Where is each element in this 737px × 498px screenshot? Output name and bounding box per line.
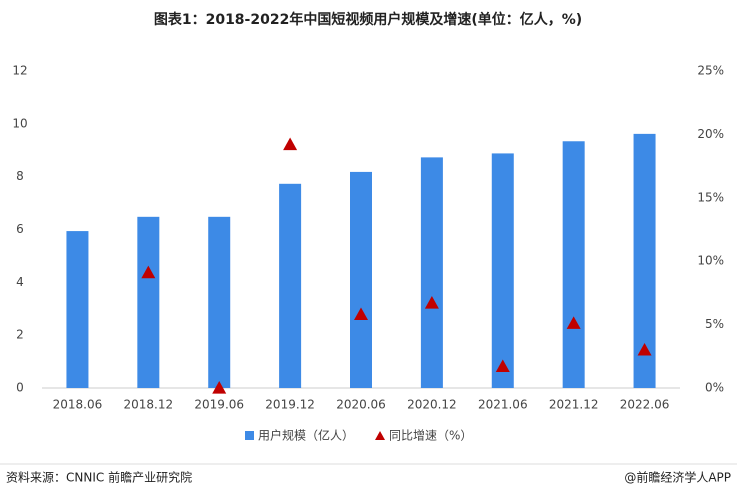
- bar: [137, 216, 160, 388]
- x-tick-label: 2021.06: [478, 398, 528, 412]
- source: 资料来源：CNNIC 前瞻产业研究院: [6, 470, 192, 485]
- x-tick-label: 2018.06: [53, 398, 103, 412]
- y2-tick-label: 10%: [697, 254, 724, 268]
- triangle-marker: [424, 296, 439, 309]
- bar: [420, 157, 443, 388]
- bar: [279, 183, 302, 388]
- bar: [491, 153, 514, 388]
- y2-tick-label: 25%: [697, 64, 724, 78]
- y-tick-label: 6: [16, 222, 24, 236]
- credit: @前瞻经济学人APP: [624, 470, 731, 485]
- triangle-marker: [354, 307, 368, 321]
- triangle-marker: [283, 137, 298, 151]
- bar: [208, 216, 231, 388]
- x-tick-label: 2022.06: [620, 398, 670, 412]
- legend-swatch: [375, 431, 386, 440]
- triangle-marker: [637, 342, 652, 356]
- chart-title: 图表1：2018-2022年中国短视频用户规模及增速(单位：亿人，%): [154, 11, 582, 28]
- y2-tick-label: 0%: [705, 381, 724, 395]
- y-tick-label: 0: [16, 381, 24, 395]
- legend-label: 用户规模（亿人）: [258, 428, 354, 443]
- x-tick-label: 2020.06: [336, 398, 386, 412]
- triangle-marker: [141, 265, 156, 279]
- y-tick-label: 2: [16, 328, 24, 342]
- y-tick-label: 8: [16, 169, 24, 183]
- legend-label: 同比增速（%）: [389, 429, 472, 443]
- x-tick-label: 2019.12: [265, 398, 315, 412]
- x-tick-label: 2018.12: [124, 398, 174, 412]
- bar: [562, 141, 585, 388]
- y-tick-label: 12: [12, 64, 27, 78]
- x-tick-label: 2020.12: [407, 398, 457, 412]
- y2-tick-label: 5%: [705, 317, 724, 331]
- x-tick-label: 2021.12: [549, 398, 599, 412]
- triangle-marker: [566, 316, 581, 329]
- y2-tick-label: 15%: [697, 190, 724, 204]
- y-tick-label: 10: [12, 116, 27, 130]
- bar: [66, 231, 89, 388]
- bar: [350, 171, 372, 388]
- y2-tick-label: 20%: [697, 127, 724, 141]
- legend-swatch: [245, 431, 254, 440]
- x-tick-label: 2019.06: [194, 398, 244, 412]
- triangle-marker: [495, 359, 510, 373]
- bar: [633, 133, 656, 388]
- y-tick-label: 4: [16, 275, 24, 289]
- triangle-marker: [212, 381, 227, 394]
